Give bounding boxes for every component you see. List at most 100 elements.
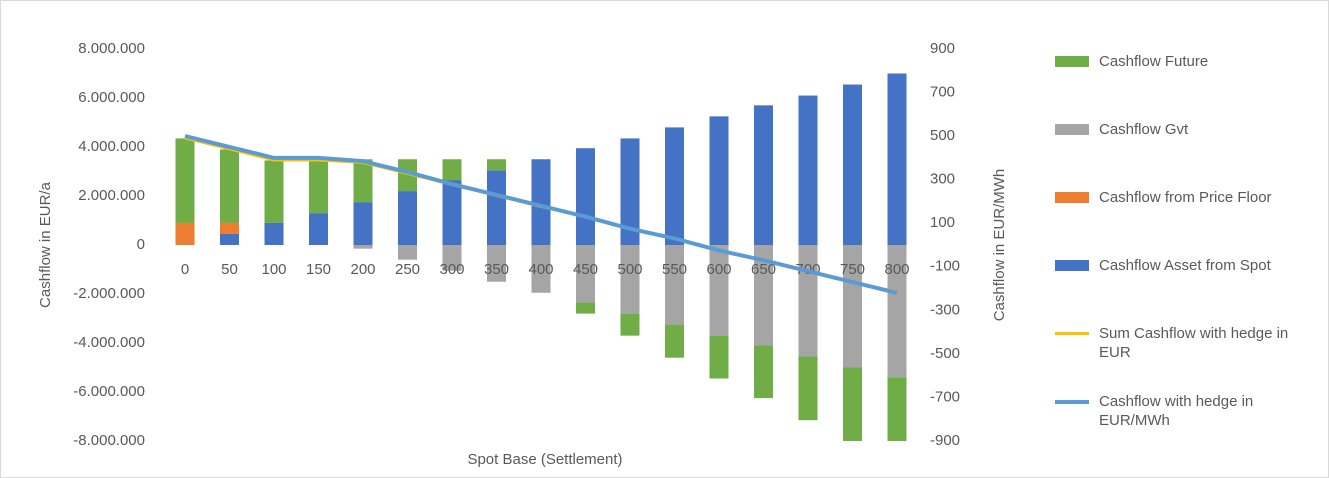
bar xyxy=(353,159,373,203)
y2-tick-label: 900 xyxy=(930,40,955,57)
bar xyxy=(398,191,417,245)
legend-swatch xyxy=(1055,260,1089,271)
bar xyxy=(754,345,773,399)
bar xyxy=(843,84,862,246)
x-tick-label: 400 xyxy=(528,261,553,278)
y2-tick-label: 700 xyxy=(930,84,955,101)
bar xyxy=(887,377,907,441)
bar xyxy=(887,73,907,245)
x-tick-label: 650 xyxy=(751,261,776,278)
y-tick-label: 2.000.000 xyxy=(78,187,145,204)
legend-label: Cashflow from Price Floor xyxy=(1099,189,1272,206)
bar xyxy=(709,245,729,336)
x-tick-label: 50 xyxy=(221,261,238,278)
y2-tick-label: -700 xyxy=(930,388,960,405)
bar xyxy=(620,138,640,245)
x-tick-label: 750 xyxy=(840,261,865,278)
legend-swatch xyxy=(1055,124,1089,135)
bar xyxy=(175,138,195,223)
bar xyxy=(620,313,640,336)
y2-tick-label: 300 xyxy=(930,171,955,188)
bar xyxy=(798,356,818,421)
y-tick-label: 6.000.000 xyxy=(78,89,145,106)
bar xyxy=(620,245,640,314)
bar xyxy=(264,222,284,245)
y-tick-label: -2.000.000 xyxy=(73,285,145,302)
x-axis-title: Spot Base (Settlement) xyxy=(467,451,622,468)
bar xyxy=(576,302,595,314)
bar xyxy=(442,159,462,181)
x-tick-label: 600 xyxy=(706,261,731,278)
bar xyxy=(487,170,506,245)
x-tick-label: 0 xyxy=(181,261,189,278)
bar xyxy=(843,245,862,368)
bar xyxy=(442,180,462,245)
bar xyxy=(175,222,195,245)
y-tick-label: -4.000.000 xyxy=(73,334,145,351)
bar xyxy=(220,233,239,245)
bar xyxy=(887,245,907,378)
bar xyxy=(665,324,684,358)
bar xyxy=(220,222,239,234)
x-tick-label: 100 xyxy=(261,261,286,278)
y2-tick-label: -100 xyxy=(930,258,960,275)
y2-tick-label: 500 xyxy=(930,127,955,144)
legend-label: Cashflow Gvt xyxy=(1099,121,1189,138)
bar xyxy=(665,127,684,245)
legend-item: Sum Cashflow with hedge in EUR xyxy=(1055,324,1325,362)
x-tick-label: 200 xyxy=(350,261,375,278)
bar xyxy=(398,159,417,192)
bar xyxy=(487,245,506,282)
bars xyxy=(175,73,907,441)
bar xyxy=(531,159,551,245)
y2-tick-label: -900 xyxy=(930,432,960,449)
bar xyxy=(709,116,729,245)
x-tick-label: 550 xyxy=(662,261,687,278)
legend-item: Cashflow from Price Floor xyxy=(1055,188,1325,207)
y2-tick-label: -300 xyxy=(930,301,960,318)
legend-swatch xyxy=(1055,332,1089,335)
bar xyxy=(264,160,284,223)
x-tick-label: 250 xyxy=(395,261,420,278)
y-tick-label: 4.000.000 xyxy=(78,138,145,155)
bar xyxy=(220,149,239,223)
bar xyxy=(398,245,417,260)
bar xyxy=(576,245,595,303)
x-tick-label: 300 xyxy=(439,261,464,278)
bar xyxy=(442,245,462,271)
bar xyxy=(487,159,506,171)
legend-item: Cashflow with hedge in EUR/MWh xyxy=(1055,392,1325,430)
legend-item: Cashflow Future xyxy=(1055,52,1325,71)
y-axis-title: Cashflow in EUR/a xyxy=(37,181,54,308)
legend-swatch xyxy=(1055,400,1089,404)
y-tick-label: -6.000.000 xyxy=(73,383,145,400)
bar xyxy=(709,335,729,379)
y2-tick-label: -500 xyxy=(930,345,960,362)
bar xyxy=(353,245,373,249)
x-tick-label: 350 xyxy=(484,261,509,278)
x-tick-label: 800 xyxy=(884,261,909,278)
legend-label: Cashflow Asset from Spot xyxy=(1099,257,1271,274)
bar xyxy=(843,367,862,441)
line xyxy=(184,134,898,295)
legend-swatch xyxy=(1055,192,1089,203)
bar xyxy=(576,148,595,245)
bar xyxy=(309,213,328,245)
y-tick-label: 8.000.000 xyxy=(78,40,145,57)
bar xyxy=(353,202,373,245)
legend-label: Sum Cashflow with hedge in EUR xyxy=(1099,325,1289,361)
x-tick-label: 450 xyxy=(573,261,598,278)
legend-swatch xyxy=(1055,56,1089,67)
x-tick-label: 150 xyxy=(306,261,331,278)
y-tick-label: 0 xyxy=(137,236,145,253)
x-tick-label: 500 xyxy=(617,261,642,278)
bar xyxy=(754,245,773,346)
legend-item: Cashflow Gvt xyxy=(1055,120,1325,139)
bar xyxy=(754,105,773,245)
bar xyxy=(665,245,684,325)
bar xyxy=(309,160,328,214)
legend-label: Cashflow with hedge in EUR/MWh xyxy=(1099,393,1254,429)
legend-item: Cashflow Asset from Spot xyxy=(1055,256,1325,275)
